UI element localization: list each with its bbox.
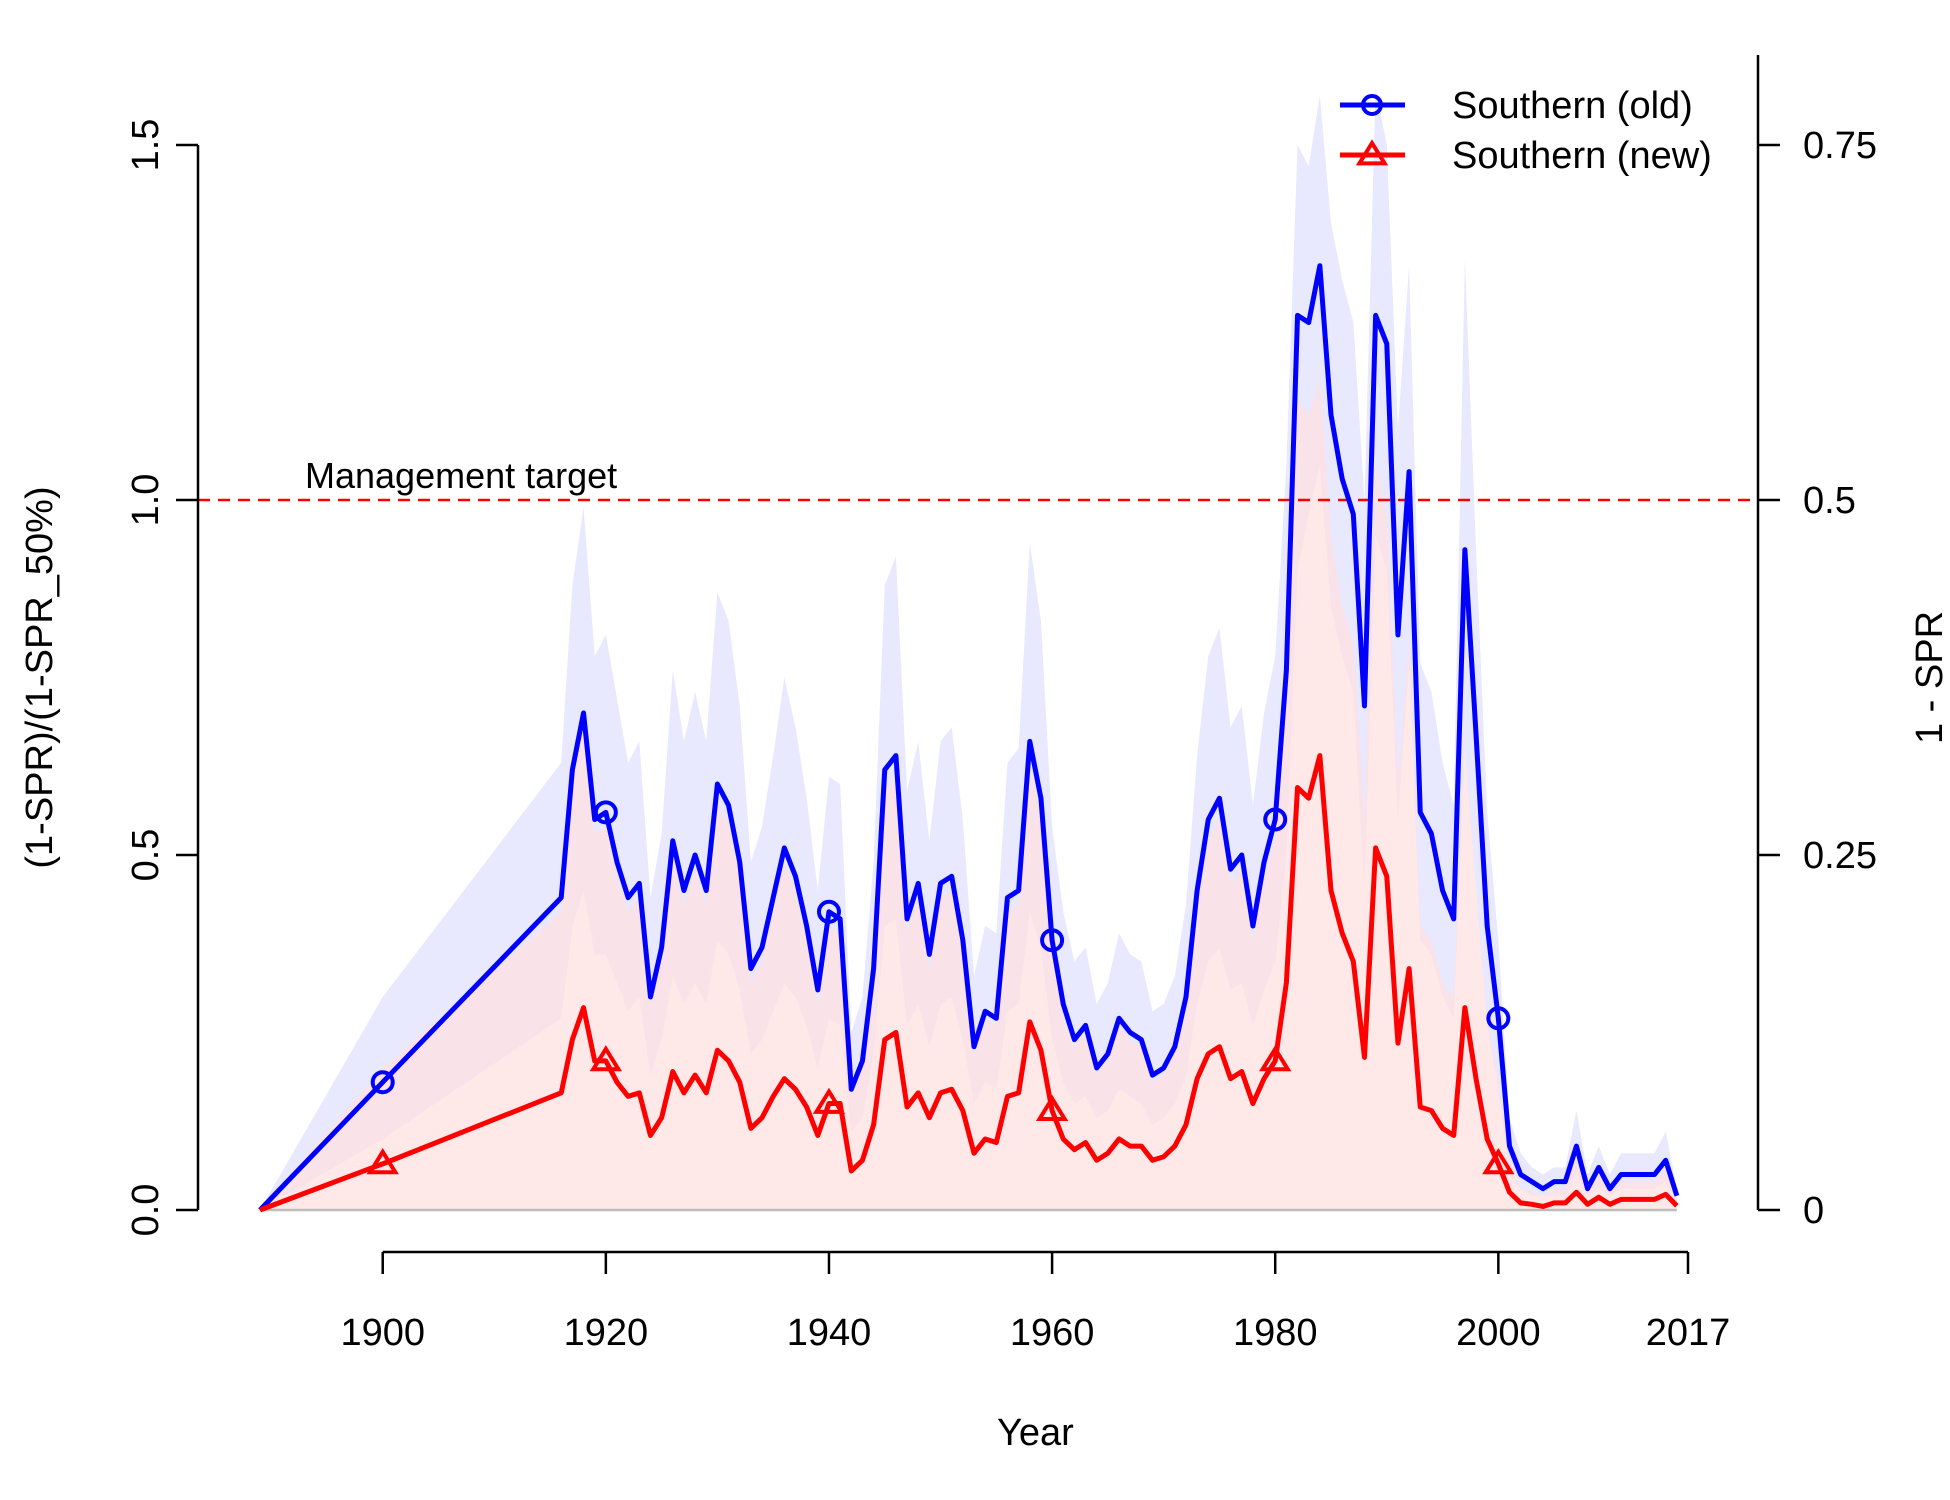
point-0-1980 — [1263, 807, 1288, 832]
line-series-1 — [259, 753, 1679, 1213]
y-axis-title-right: 1 - SPR — [1909, 611, 1950, 744]
x-tick-label-1940: 1940 — [787, 1312, 872, 1354]
x-tick-label-1980: 1980 — [1233, 1312, 1318, 1354]
legend-item-old: Southern (old) — [1340, 85, 1693, 127]
point-1-1900 — [366, 1148, 399, 1175]
point-1-1920 — [589, 1045, 623, 1072]
y-tick-label-right-0: 0 — [1803, 1190, 1824, 1232]
management-target-label: Management target — [305, 455, 617, 496]
legend-item-new: Southern (new) — [1340, 135, 1712, 177]
x-tick-label-1900: 1900 — [340, 1312, 425, 1354]
y-tick-label-left-2: 1.0 — [125, 474, 167, 527]
axis-ticks: 1900 1920 1940 1960 1980 2000 2017 0.0 0.5 1.0 1.5… — [125, 119, 1877, 1354]
point-0-1940 — [816, 899, 841, 924]
x-tick-label-1920: 1920 — [564, 1312, 649, 1354]
point-1-1980 — [1259, 1045, 1292, 1072]
y-tick-label-right-1: 0.25 — [1803, 835, 1877, 877]
y-tick-label-left-0: 0.0 — [125, 1184, 167, 1237]
x-axis-title: Year — [997, 1412, 1074, 1454]
legend: Southern (old) Southern (new) — [1340, 85, 1712, 177]
series-markers — [366, 800, 1515, 1175]
line-series-0 — [258, 263, 1680, 1212]
legend-label-old: Southern (old) — [1452, 85, 1693, 127]
series-lines — [258, 263, 1680, 1213]
y-tick-label-right-2: 0.5 — [1803, 480, 1856, 522]
y-tick-label-left-3: 1.5 — [125, 119, 167, 172]
legend-triangle-marker — [1355, 139, 1389, 166]
point-0-1960 — [1040, 928, 1065, 953]
x-tick-label-2000: 2000 — [1456, 1312, 1541, 1354]
legend-circle-marker — [1361, 94, 1383, 116]
point-1-1960 — [1035, 1094, 1069, 1121]
point-1-2000 — [1482, 1148, 1515, 1175]
y-tick-label-right-3: 0.75 — [1803, 125, 1877, 167]
x-tick-label-1960: 1960 — [1010, 1312, 1095, 1354]
point-0-1920 — [593, 800, 618, 825]
y-tick-label-left-1: 0.5 — [125, 829, 167, 882]
point-1-1940 — [812, 1087, 846, 1114]
y-axis-title-left: (1-SPR)/(1-SPR_50%) — [19, 486, 61, 868]
point-0-1900 — [370, 1070, 395, 1095]
point-0-2000 — [1486, 1006, 1511, 1031]
band-series-1 — [260, 379, 1677, 1210]
confidence-bands — [260, 88, 1677, 1211]
legend-label-new: Southern (new) — [1452, 135, 1712, 177]
x-tick-label-2017: 2017 — [1646, 1312, 1731, 1354]
